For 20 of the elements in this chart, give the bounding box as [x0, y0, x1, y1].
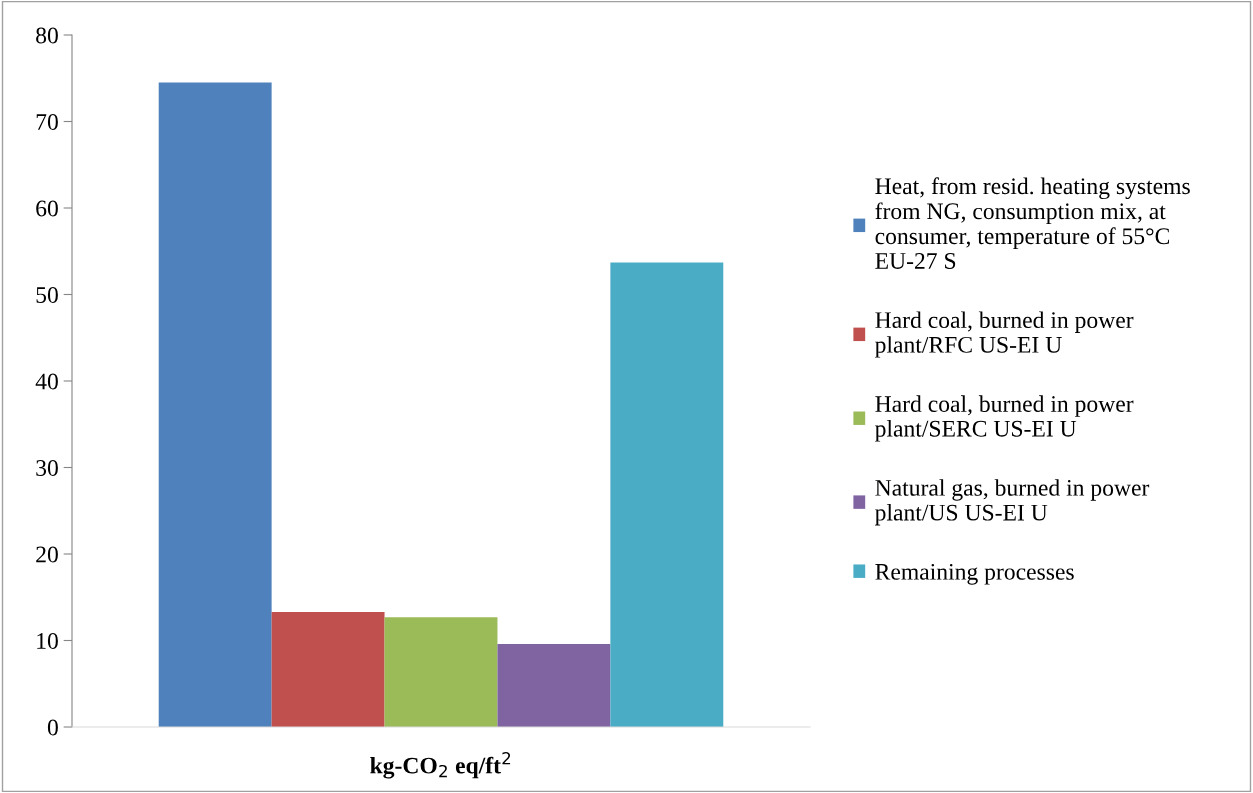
- y-tick-label: 40: [35, 373, 58, 390]
- y-tick-label: 20: [36, 546, 58, 563]
- legend-label: Natural gas, burned in power plant/US US-EI U: [875, 479, 1150, 526]
- bar: [158, 82, 272, 727]
- bar: [497, 643, 611, 727]
- bar: [610, 262, 724, 727]
- y-tick-label: 0: [47, 719, 58, 736]
- y-tick-label: 50: [36, 286, 58, 303]
- bar: [384, 617, 498, 727]
- y-tick-label: 30: [36, 459, 58, 476]
- y-tick-label: 60: [36, 200, 58, 217]
- y-tick-label: 10: [37, 632, 58, 649]
- y-tick-label: 70: [36, 113, 58, 130]
- legend-label: Hard coal, burned in power plant/SERC US-EI U: [875, 395, 1134, 442]
- legend-label: Hard coal, burned in power plant/RFC US-EI U: [875, 311, 1134, 358]
- x-tick-label: kg-CO$_{2}$ eq/ft$^{2}$: [370, 752, 511, 779]
- legend-label: Heat, from resid. heating systems from NG, consumption mix, at consumer, temperature of 55°C EU-27 S: [875, 177, 1190, 269]
- y-tick-label: 80: [36, 27, 58, 44]
- legend-label: Remaining processes: [875, 563, 1074, 585]
- bar: [271, 611, 385, 727]
